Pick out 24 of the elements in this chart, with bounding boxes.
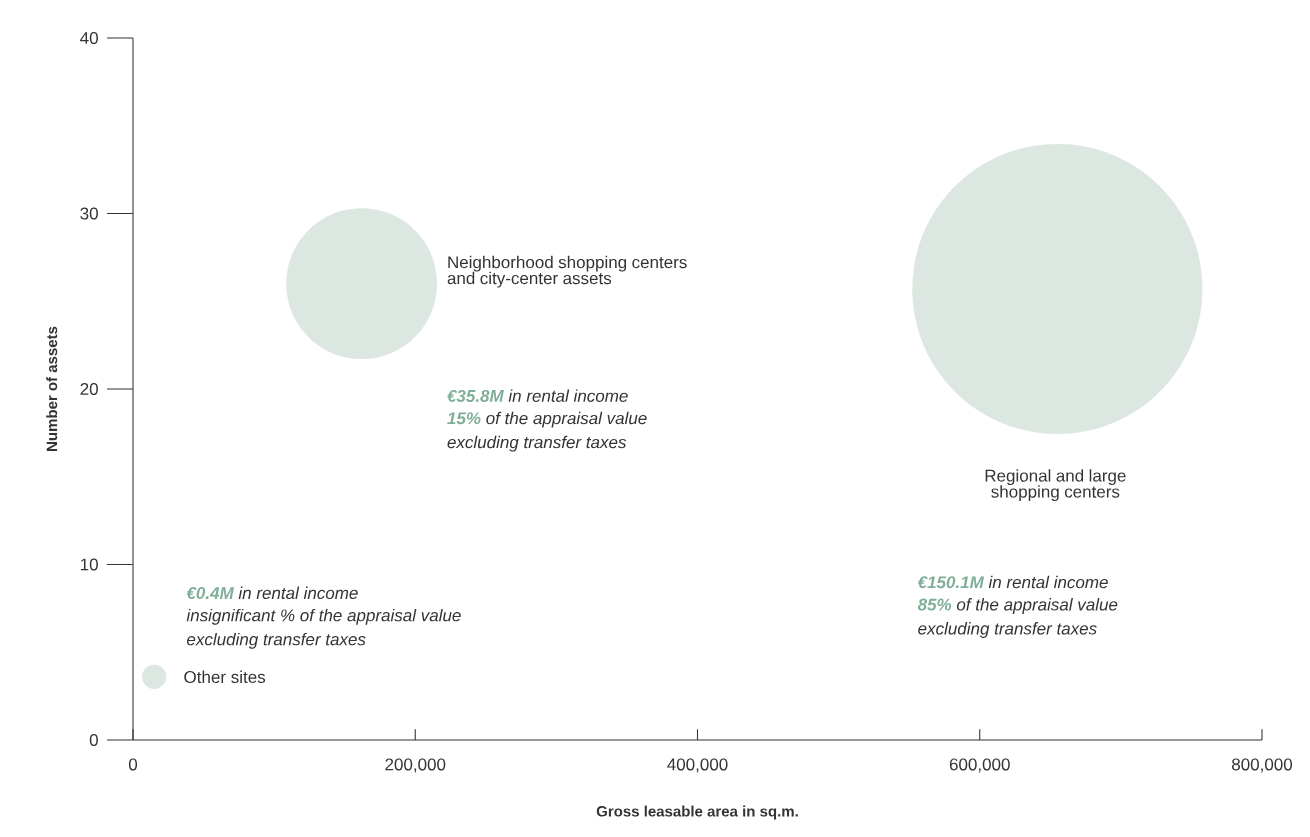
x-tick-label: 400,000 <box>667 758 728 773</box>
annotation: 85% of the appraisal value <box>917 598 1118 614</box>
annotation: insignificant % of the appraisal value <box>186 608 461 625</box>
annotation: Neighborhood shopping centers and city-center assets <box>447 255 687 288</box>
annotation: excluding transfer taxes <box>187 632 366 649</box>
annotation: Regional and large shopping centers <box>985 469 1126 502</box>
annotation: €35.8M in rental income <box>447 389 628 402</box>
annotation: excluding transfer taxes <box>918 622 1097 638</box>
annotation: €0.4M in rental income <box>186 586 358 600</box>
x-tick-label: 600,000 <box>949 758 1010 773</box>
x-tick-label: 200,000 <box>385 758 446 773</box>
y-tick-label: 0 <box>89 733 98 746</box>
y-tick-label: 10 <box>80 558 98 571</box>
annotation: 15% of the appraisal value <box>447 411 647 428</box>
y-tick-label: 30 <box>80 207 98 220</box>
x-axis-title: Gross leasable area in sq.m. <box>596 805 798 820</box>
annotation: €150.1M in rental income <box>917 575 1108 589</box>
y-tick-label: 40 <box>80 31 98 45</box>
x-tick-label: 0 <box>128 758 138 771</box>
y-tick-label: 20 <box>80 382 98 396</box>
x-tick-label: 800,000 <box>1232 758 1293 773</box>
y-axis-title: Number of assets <box>46 326 58 451</box>
annotation: excluding transfer taxes <box>447 435 627 452</box>
annotation: Other sites <box>184 670 266 684</box>
